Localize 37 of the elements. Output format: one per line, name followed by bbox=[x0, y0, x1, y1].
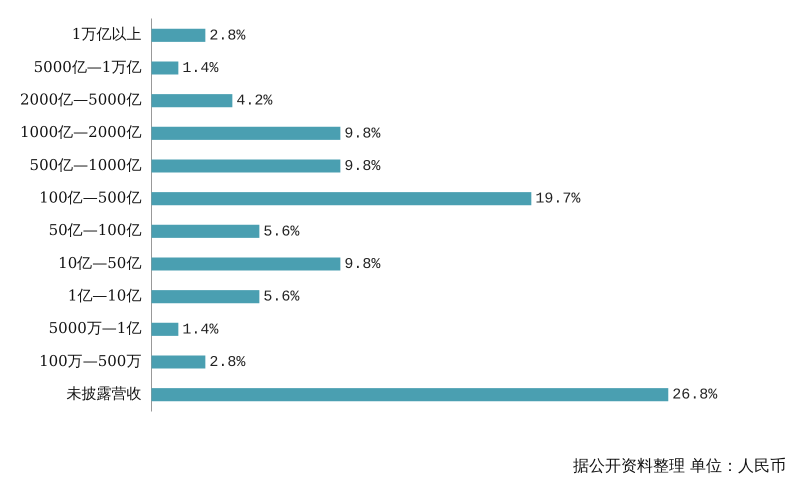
data-label: 4.2% bbox=[236, 92, 274, 110]
bar bbox=[151, 322, 178, 336]
bar bbox=[151, 224, 260, 238]
y-tick-label: 50亿—100亿 bbox=[48, 221, 142, 240]
bar bbox=[151, 388, 668, 402]
y-tick-label: 5000亿—1万亿 bbox=[34, 58, 142, 76]
y-tick-label: 1亿—10亿 bbox=[68, 286, 142, 305]
data-label: 5.6% bbox=[263, 288, 300, 306]
y-tick-label: 500亿—1000亿 bbox=[30, 156, 142, 174]
y-tick-label: 5000万—1亿 bbox=[48, 319, 142, 338]
data-label: 1.4% bbox=[182, 60, 220, 77]
y-tick-label: 10亿—50亿 bbox=[58, 254, 142, 272]
data-label: 2.8% bbox=[209, 27, 246, 44]
data-label: 2.8% bbox=[209, 354, 246, 371]
data-label: 9.8% bbox=[344, 158, 382, 175]
data-label: 9.8% bbox=[344, 125, 382, 142]
bar bbox=[151, 28, 206, 42]
y-tick-label: 未披露营收 bbox=[66, 384, 142, 403]
bar bbox=[151, 355, 206, 369]
y-tick-label: 1万亿以上 bbox=[72, 25, 142, 44]
data-label: 5.6% bbox=[263, 223, 300, 240]
y-tick-label: 100亿—500亿 bbox=[39, 188, 142, 207]
bar bbox=[151, 61, 178, 75]
y-tick-label: 2000亿—5000亿 bbox=[20, 90, 142, 109]
data-label: 19.7% bbox=[535, 190, 582, 208]
bar bbox=[151, 257, 340, 271]
bar bbox=[151, 192, 532, 206]
bar bbox=[151, 94, 232, 108]
data-label: 9.8% bbox=[344, 256, 382, 273]
bar bbox=[151, 290, 260, 304]
y-tick-label: 1000亿—2000亿 bbox=[20, 123, 142, 142]
bar bbox=[151, 126, 340, 140]
data-label: 26.8% bbox=[672, 386, 718, 404]
data-label: 1.4% bbox=[182, 321, 220, 338]
text: 据公开资料整理 单位：人民币 bbox=[572, 456, 786, 477]
bar bbox=[151, 159, 340, 173]
y-tick-label: 100万—500万 bbox=[39, 352, 142, 370]
